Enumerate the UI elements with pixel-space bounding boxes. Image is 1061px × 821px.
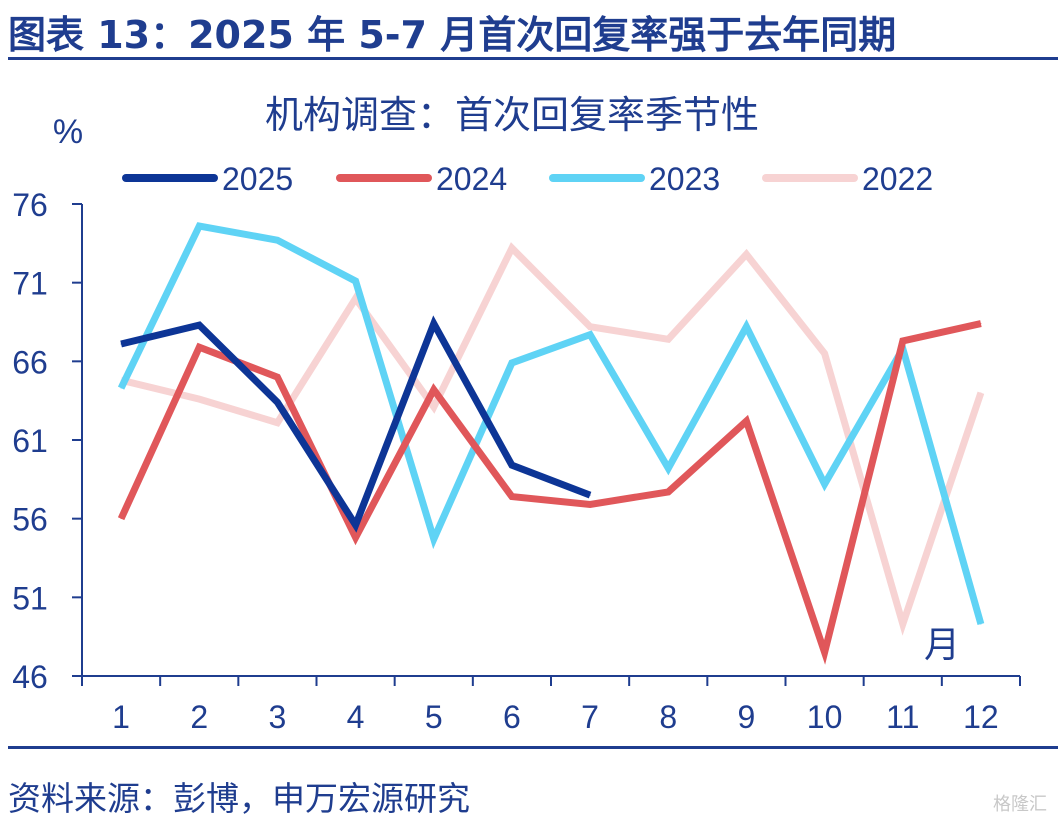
data-point-2022 (276, 422, 278, 424)
data-point-2024 (745, 420, 747, 422)
y-tick-label: 61 (12, 423, 48, 459)
data-point-2022 (433, 406, 435, 408)
data-point-2023 (745, 326, 747, 328)
y-tick-label: 76 (12, 187, 48, 223)
x-tick-label: 11 (886, 699, 919, 735)
x-tick-label: 8 (659, 699, 677, 735)
x-tick-label: 2 (190, 699, 208, 735)
data-point-2023 (589, 334, 591, 336)
data-point-2025 (511, 464, 513, 466)
legend: 2025 2024 2023 2022 (122, 161, 933, 197)
data-point-2023 (120, 387, 122, 389)
data-point-2022 (745, 253, 747, 255)
y-axis: 46 51 56 61 66 71 76 (12, 187, 83, 695)
y-axis-unit-label: % (53, 113, 83, 151)
series-line-2023 (117, 222, 985, 626)
series-layer (117, 222, 985, 665)
x-tick-label: 7 (581, 699, 599, 735)
figure-title: 图表 13：2025 年 5-7 月首次回复率强于去年同期 (8, 13, 897, 57)
watermark: 格隆汇 (993, 794, 1047, 815)
source-note: 资料来源：彭博，申万宏源研究 (8, 779, 470, 818)
data-point-2024 (667, 491, 669, 493)
data-point-2025 (355, 524, 357, 526)
data-point-2025 (589, 494, 591, 496)
data-point-2025 (276, 401, 278, 403)
y-tick-label: 66 (12, 344, 48, 380)
x-tick-label: 9 (738, 699, 756, 735)
data-point-2025 (120, 343, 122, 345)
data-point-2023 (198, 225, 200, 227)
y-tick-label: 56 (12, 502, 48, 538)
series-line-2022 (120, 242, 985, 636)
x-tick-label: 3 (269, 699, 287, 735)
data-point-2024 (120, 518, 122, 520)
data-point-2024 (824, 651, 826, 653)
data-point-2022 (355, 297, 357, 299)
data-point-2022 (824, 352, 826, 354)
data-point-2023 (980, 623, 982, 625)
legend-label-2022: 2022 (862, 161, 933, 197)
x-axis-unit-label: 月 (924, 624, 960, 665)
data-point-2025 (198, 324, 200, 326)
x-axis: 1 2 3 4 5 6 7 8 9 10 11 12 (81, 675, 1021, 735)
data-point-2022 (667, 338, 669, 340)
data-point-2023 (433, 538, 435, 540)
y-tick-label: 71 (12, 266, 48, 302)
data-point-2022 (198, 398, 200, 400)
data-point-2025 (433, 323, 435, 325)
chart-title: 机构调查：首次回复率季节性 (265, 95, 759, 137)
legend-label-2023: 2023 (649, 161, 720, 197)
data-point-2023 (667, 467, 669, 469)
legend-label-2024: 2024 (436, 161, 507, 197)
x-tick-label: 1 (112, 699, 130, 735)
x-tick-label: 4 (347, 699, 365, 735)
data-point-2023 (824, 483, 826, 485)
data-point-2023 (511, 362, 513, 364)
data-point-2024 (198, 346, 200, 348)
bottom-rule (8, 746, 1058, 749)
data-point-2022 (511, 247, 513, 249)
data-point-2023 (276, 239, 278, 241)
data-point-2024 (589, 504, 591, 506)
x-tick-label: 12 (963, 699, 999, 735)
data-point-2024 (433, 389, 435, 391)
data-point-2024 (276, 376, 278, 378)
data-point-2024 (355, 537, 357, 539)
data-point-2022 (980, 392, 982, 394)
y-tick-label: 51 (12, 580, 48, 616)
x-tick-label: 10 (807, 699, 843, 735)
x-tick-label: 5 (425, 699, 443, 735)
data-point-2022 (902, 623, 904, 625)
data-point-2023 (355, 280, 357, 282)
top-rule (8, 57, 1058, 60)
data-point-2024 (511, 496, 513, 498)
x-tick-label: 6 (503, 699, 521, 735)
legend-label-2025: 2025 (222, 161, 293, 197)
data-point-2024 (980, 323, 982, 325)
data-point-2024 (902, 340, 904, 342)
y-tick-label: 46 (12, 659, 48, 695)
data-point-2022 (589, 326, 591, 328)
series-line-2024 (117, 320, 982, 665)
